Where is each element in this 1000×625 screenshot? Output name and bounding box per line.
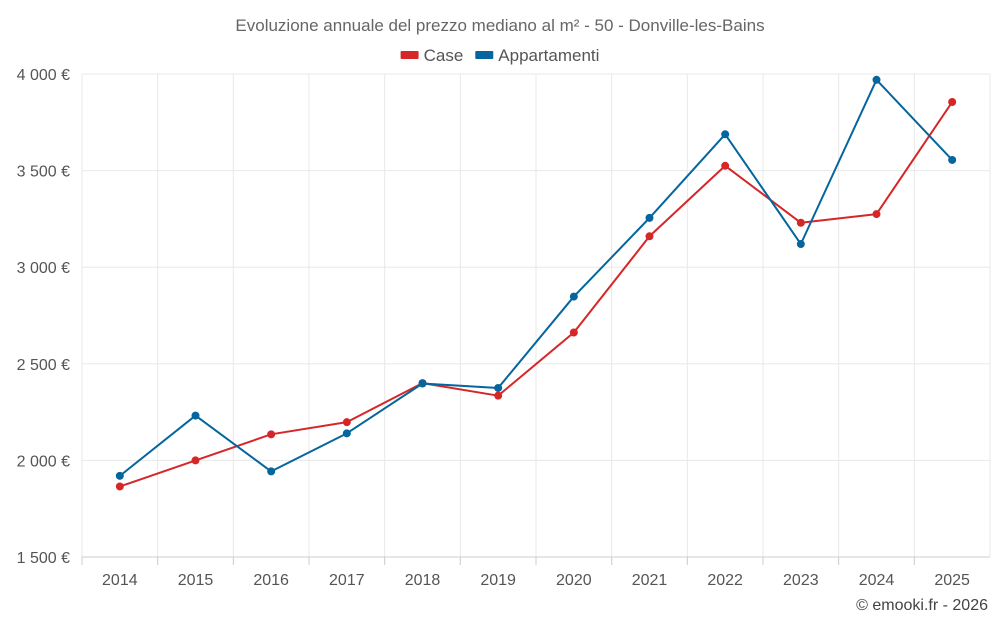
data-point-appartamenti[interactable] [872,75,881,84]
data-point-case[interactable] [872,210,881,219]
gridlines [81,73,991,558]
chart-title: Evoluzione annuale del prezzo mediano al… [235,16,764,35]
y-tick-label: 4 000 € [17,67,70,84]
legend-swatch-case [400,51,419,59]
x-tick-label: 2015 [178,572,214,589]
data-point-case[interactable] [494,391,503,400]
x-tick-label: 2023 [783,572,819,589]
x-tick-label: 2021 [632,572,668,589]
data-point-case[interactable] [721,161,730,170]
legend: Case Appartamenti [400,46,599,65]
series-line-case [119,101,953,488]
data-point-case[interactable] [645,232,654,241]
x-tick-label: 2022 [707,572,743,589]
data-point-appartamenti[interactable] [569,292,578,301]
data-point-appartamenti[interactable] [948,155,957,164]
legend-label-appartamenti[interactable]: Appartamenti [498,46,599,65]
x-tick-label: 2014 [102,572,138,589]
data-point-case[interactable] [267,430,276,439]
x-tick-label: 2020 [556,572,592,589]
data-point-appartamenti[interactable] [267,467,276,476]
legend-swatch-appartamenti [475,51,494,59]
y-tick-label: 2 500 € [17,357,70,374]
data-point-case[interactable] [569,328,578,337]
y-tick-label: 3 500 € [17,164,70,181]
x-tick-label: 2016 [253,572,289,589]
y-tick-label: 3 000 € [17,260,70,277]
x-axis: 2014 2015 2016 2017 2018 2019 2020 2021 2022 2023… [81,557,970,589]
y-tick-label: 2 000 € [17,453,70,470]
series-group [115,75,957,491]
data-point-appartamenti[interactable] [494,383,503,392]
legend-label-case[interactable]: Case [424,46,464,65]
x-tick-label: 2018 [405,572,441,589]
y-axis: 1 500 € 2 000 € 2 500 € 3 000 € 3 500 € 4 000… [17,67,70,567]
x-tick-label: 2019 [480,572,516,589]
data-point-case[interactable] [342,418,351,427]
y-tick-label: 1 500 € [17,550,70,567]
data-point-case[interactable] [948,98,957,107]
data-point-appartamenti[interactable] [418,379,427,388]
x-tick-label: 2025 [934,572,970,589]
data-point-case[interactable] [796,218,805,227]
series-appartamenti [115,75,957,480]
x-tick-label: 2017 [329,572,365,589]
data-point-appartamenti[interactable] [721,130,730,139]
data-point-appartamenti[interactable] [115,471,124,480]
data-point-case[interactable] [191,456,200,465]
data-point-appartamenti[interactable] [796,240,805,249]
x-tick-label: 2024 [859,572,895,589]
data-point-appartamenti[interactable] [342,429,351,438]
series-line-appartamenti [119,78,953,477]
data-point-appartamenti[interactable] [645,213,654,222]
credit-text: © emooki.fr - 2026 [856,597,988,614]
data-point-appartamenti[interactable] [191,411,200,420]
data-point-case[interactable] [115,482,124,491]
